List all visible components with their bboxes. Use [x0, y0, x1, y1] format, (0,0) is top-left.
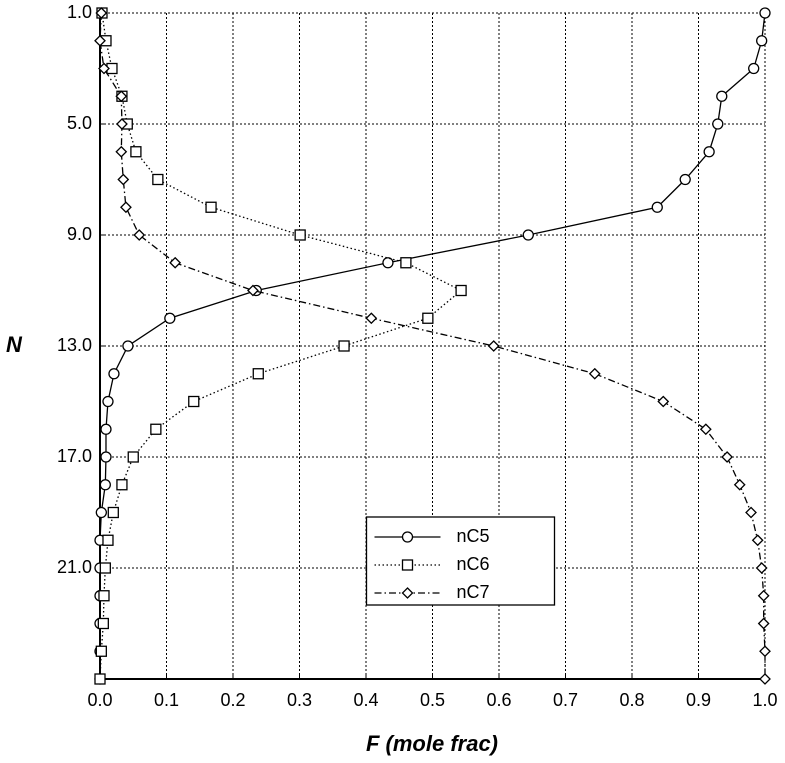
marker [116, 118, 128, 130]
marker [95, 645, 107, 657]
marker [98, 62, 110, 75]
legend-label: nC7 [457, 582, 490, 602]
marker [733, 478, 746, 491]
marker [699, 423, 712, 436]
marker [98, 590, 110, 602]
y-tick-label: 1.0 [67, 2, 92, 22]
marker [757, 589, 770, 602]
marker [247, 284, 259, 297]
x-tick-label: 0.6 [486, 690, 511, 710]
marker [338, 340, 350, 352]
marker [152, 173, 164, 186]
marker [703, 146, 715, 158]
marker [679, 173, 691, 186]
x-tick-label: 0.9 [686, 690, 711, 710]
marker [188, 395, 200, 408]
marker [115, 145, 128, 158]
marker [487, 340, 500, 352]
marker [400, 257, 412, 269]
marker [759, 7, 771, 19]
y-tick-label: 21.0 [57, 557, 92, 577]
marker [588, 367, 601, 380]
marker [651, 201, 663, 213]
marker [721, 451, 734, 463]
marker [95, 7, 108, 19]
marker [102, 395, 114, 408]
marker [100, 451, 112, 463]
x-tick-label: 0.2 [220, 690, 245, 710]
marker [455, 284, 467, 297]
marker [99, 479, 111, 491]
marker [757, 617, 770, 630]
marker [102, 534, 114, 546]
marker [657, 395, 670, 408]
marker [422, 312, 434, 324]
y-tick-label: 5.0 [67, 113, 92, 133]
marker [365, 312, 378, 325]
marker [108, 368, 120, 380]
marker [522, 229, 534, 241]
marker [745, 506, 757, 519]
marker [401, 531, 414, 543]
marker [169, 256, 182, 269]
marker [122, 340, 134, 352]
x-tick-label: 0.1 [154, 690, 179, 710]
marker [716, 90, 728, 102]
marker [130, 146, 142, 158]
y-tick-label: 17.0 [57, 446, 92, 466]
x-tick-label: 0.5 [420, 690, 445, 710]
marker [294, 229, 306, 241]
y-tick-label: 13.0 [57, 335, 92, 355]
marker [115, 90, 128, 103]
y-tick-label: 9.0 [67, 224, 92, 244]
marker [164, 312, 176, 324]
x-tick-label: 1.0 [752, 690, 777, 710]
marker [759, 673, 771, 685]
marker [99, 562, 111, 574]
legend-label: nC5 [457, 526, 490, 546]
legend-label: nC6 [457, 554, 490, 574]
x-tick-label: 0.4 [353, 690, 378, 710]
x-tick-label: 0.7 [553, 690, 578, 710]
marker [100, 423, 112, 435]
marker [751, 534, 764, 547]
marker [107, 506, 119, 519]
marker [712, 118, 724, 130]
x-axis-label: F (mole frac) [366, 731, 498, 756]
x-tick-label: 0.3 [287, 690, 312, 710]
marker [94, 673, 106, 685]
marker [759, 645, 771, 658]
marker [116, 479, 128, 491]
x-tick-label: 0.0 [87, 690, 112, 710]
marker [150, 423, 162, 435]
marker [252, 368, 264, 380]
marker [97, 617, 109, 630]
marker [117, 173, 130, 186]
marker [748, 62, 760, 75]
marker [382, 257, 394, 269]
marker [401, 587, 414, 599]
marker [401, 559, 414, 571]
marker [95, 506, 107, 519]
legend-box [365, 516, 556, 606]
marker [756, 35, 768, 47]
marker [133, 229, 146, 241]
y-axis-label: N [6, 332, 23, 357]
marker [94, 34, 106, 47]
marker [755, 562, 768, 574]
marker [127, 451, 139, 463]
marker [205, 201, 217, 213]
marker [120, 201, 132, 214]
x-tick-label: 0.8 [619, 690, 644, 710]
